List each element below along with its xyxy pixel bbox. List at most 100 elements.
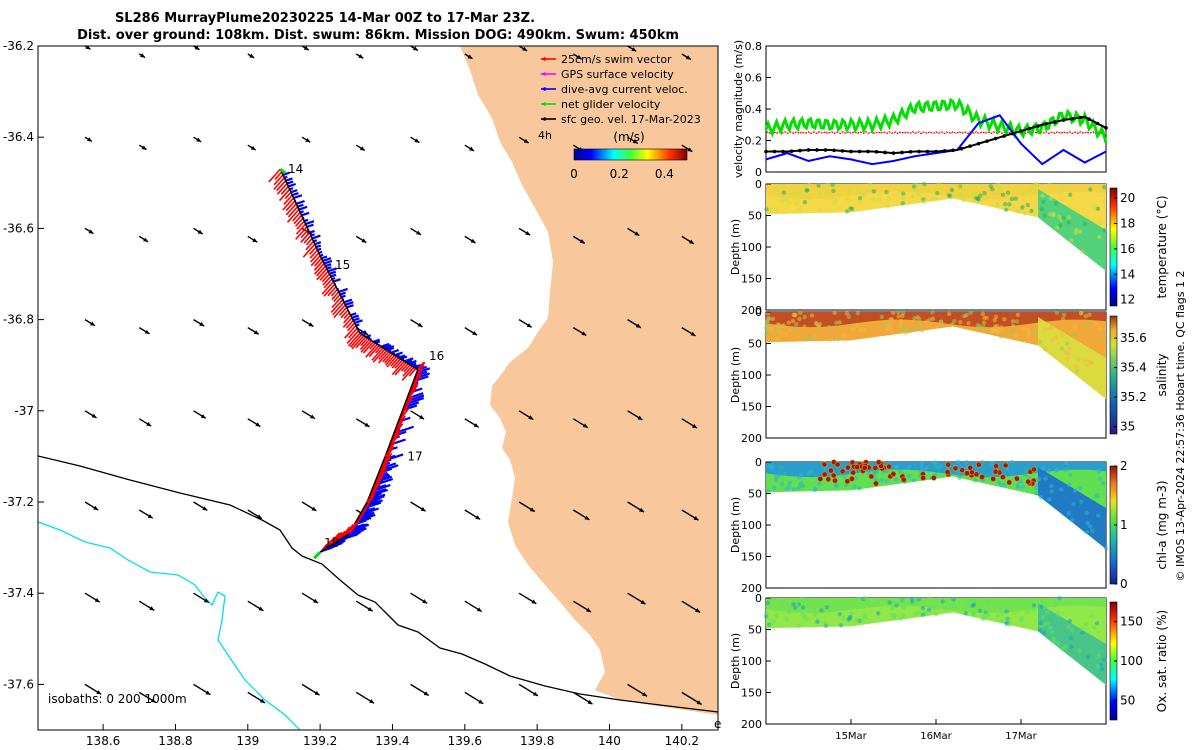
oxygen-texture bbox=[763, 614, 769, 619]
chla-texture bbox=[1071, 501, 1076, 507]
oxygen-texture bbox=[819, 608, 824, 613]
temperature-texture bbox=[1009, 196, 1015, 202]
chla-texture bbox=[857, 486, 862, 491]
geo-arrow-head bbox=[525, 230, 531, 236]
chla-texture bbox=[1103, 546, 1109, 551]
geo-arrow-head bbox=[146, 421, 152, 427]
swim-vector bbox=[330, 288, 338, 297]
geo-arrow-head bbox=[96, 690, 102, 695]
map-x-tick-label: 139 bbox=[236, 734, 259, 748]
chla-cbar-tick-label: 0 bbox=[1120, 577, 1128, 591]
oxygen-texture bbox=[862, 595, 867, 601]
chla-high-point bbox=[839, 468, 846, 475]
oxygen-texture bbox=[867, 603, 872, 609]
salinity-texture bbox=[1059, 332, 1065, 338]
swim-vector bbox=[284, 191, 292, 200]
temperature-texture bbox=[1057, 190, 1062, 195]
chla-texture bbox=[786, 484, 792, 490]
temperature-ylabel: Depth (m) bbox=[729, 219, 742, 275]
temperature-texture bbox=[925, 188, 931, 193]
swim-vector bbox=[407, 382, 419, 397]
swim-vector bbox=[310, 252, 320, 263]
geo-arrow-head bbox=[199, 321, 205, 327]
chla-high-point bbox=[999, 474, 1006, 480]
map-x-tick-label: 138.8 bbox=[158, 734, 192, 748]
oxygen-texture bbox=[1080, 626, 1085, 632]
oxygen-texture bbox=[876, 611, 881, 616]
salinity-texture bbox=[842, 333, 847, 339]
swim-vector bbox=[384, 354, 396, 366]
temperature-texture bbox=[1022, 211, 1027, 216]
salinity-y-tick-label: 50 bbox=[748, 338, 762, 351]
geo-arrow-head bbox=[144, 329, 150, 334]
swim-vector bbox=[321, 273, 331, 283]
swim-vector bbox=[360, 337, 369, 347]
temperature-texture bbox=[900, 201, 905, 206]
chla-texture bbox=[1079, 499, 1084, 504]
geo-arrow-head bbox=[467, 54, 473, 59]
oxygen-texture bbox=[1089, 614, 1094, 619]
dive-vector bbox=[343, 298, 353, 304]
salinity-texture bbox=[1050, 337, 1055, 342]
oxygen-texture bbox=[822, 620, 827, 625]
oxygen-texture bbox=[986, 613, 991, 618]
velocity-geo-point bbox=[781, 149, 785, 154]
salinity-texture bbox=[1085, 321, 1091, 326]
temperature-texture bbox=[779, 198, 785, 204]
salinity-texture bbox=[837, 320, 842, 325]
oxygen-texture bbox=[898, 616, 904, 621]
temperature-texture bbox=[978, 185, 983, 190]
temperature-texture bbox=[978, 193, 983, 198]
temperature-y-tick-label: 50 bbox=[748, 210, 762, 223]
track-line bbox=[359, 332, 419, 371]
chla-texture bbox=[1022, 472, 1028, 477]
swim-vector bbox=[359, 338, 371, 351]
velocity-series-swim bbox=[765, 130, 1107, 135]
chla-texture bbox=[1066, 482, 1072, 487]
chla-texture bbox=[1084, 510, 1089, 515]
map-y-tick-label: -36.4 bbox=[3, 130, 34, 144]
oxygen-texture bbox=[999, 607, 1004, 612]
oxygen-texture bbox=[915, 601, 921, 607]
temperature-texture bbox=[920, 189, 925, 194]
swim-vector bbox=[390, 357, 400, 367]
salinity-texture bbox=[857, 327, 863, 333]
chla-texture bbox=[765, 488, 771, 494]
temperature-texture bbox=[916, 192, 921, 197]
oxygen-texture bbox=[949, 603, 954, 608]
salinity-texture bbox=[768, 326, 774, 332]
temperature-texture bbox=[901, 195, 906, 200]
salinity-texture bbox=[958, 320, 963, 325]
temperature-texture bbox=[922, 181, 927, 187]
dive-vector bbox=[286, 180, 294, 185]
geo-arrow-head bbox=[528, 415, 534, 420]
isobath-200 bbox=[38, 455, 718, 713]
temperature-texture bbox=[805, 184, 810, 189]
oxygen-texture bbox=[1066, 624, 1071, 629]
temperature-texture bbox=[1000, 192, 1006, 197]
oxygen-texture bbox=[913, 611, 918, 616]
chla-high-point bbox=[830, 472, 837, 479]
dive-vector bbox=[315, 244, 322, 249]
oxygen-texture bbox=[920, 612, 926, 618]
swim-vector bbox=[310, 255, 321, 267]
salinity-texture bbox=[938, 319, 944, 324]
geo-arrow-head bbox=[94, 597, 100, 603]
swim-vector bbox=[287, 206, 299, 218]
geo-arrow-head bbox=[309, 414, 315, 419]
chla-high-point bbox=[1014, 475, 1020, 482]
temperature-texture bbox=[1005, 190, 1011, 195]
chla-texture bbox=[1100, 481, 1106, 486]
day-label: 18 bbox=[324, 536, 339, 550]
oxygen-texture bbox=[800, 596, 806, 602]
salinity-texture bbox=[996, 328, 1001, 333]
temperature-texture bbox=[1046, 182, 1052, 188]
temperature-texture bbox=[982, 190, 987, 196]
salinity-cbar-tick-label: 35.2 bbox=[1120, 390, 1147, 404]
oxygen-texture bbox=[857, 604, 863, 609]
swim-vector bbox=[368, 344, 380, 358]
temperature-texture bbox=[1059, 184, 1064, 189]
salinity-texture bbox=[1049, 325, 1054, 330]
dive-vector bbox=[382, 344, 392, 349]
swim-vector bbox=[302, 243, 316, 258]
